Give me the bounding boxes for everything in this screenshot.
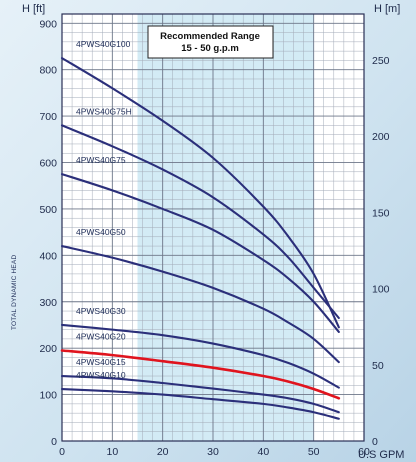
series-label-4pws40g100: 4PWS40G100 [76, 39, 131, 49]
x-tick-label: 10 [106, 446, 118, 458]
series-label-4pws40g75: 4PWS40G75 [76, 155, 126, 165]
series-curve-4pws40g75h [60, 124, 340, 320]
recommended-range-subtitle: 15 - 50 g.p.m [181, 43, 239, 54]
x-tick-label: 50 [308, 446, 320, 458]
y-axis-right-ticks: 0 50 100 150 200 250 [372, 55, 390, 448]
y-tick-label-m: 250 [372, 55, 390, 67]
series-curve-4pws40g100 [60, 57, 340, 329]
plot-frame [61, 13, 365, 442]
y-tick-label-m: 200 [372, 131, 390, 143]
series-curve-4pws40g75 [60, 173, 340, 333]
y-tick-label-ft: 500 [39, 204, 57, 216]
y-tick-label-ft: 300 [39, 297, 57, 309]
y-axis-left-ticks: 0 100 200 300 400 500 600 700 800 900 [39, 18, 57, 448]
y-tick-label-m: 0 [372, 436, 378, 448]
x-tick-label: 30 [207, 446, 219, 458]
y-axis-left-title: H [ft] [22, 3, 45, 15]
y-tick-label-m: 50 [372, 360, 384, 372]
y-axis-side-label: TOTAL DYNAMIC HEAD [11, 255, 18, 330]
y-tick-label-m: 150 [372, 207, 390, 219]
x-tick-label: 0 [59, 446, 65, 458]
x-tick-label: 40 [257, 446, 269, 458]
x-axis-ticks: 0 10 20 30 40 50 60 [59, 446, 370, 458]
series-label-4pws40g15: 4PWS40G15 [76, 357, 126, 367]
series-curves [60, 57, 341, 420]
y-tick-label-ft: 400 [39, 250, 57, 262]
series-curve-4pws40g10 [60, 387, 340, 420]
recommended-range-title: Recommended Range [160, 31, 260, 42]
y-tick-label-ft: 800 [39, 65, 57, 77]
x-tick-label: 20 [157, 446, 169, 458]
y-tick-label-ft: 900 [39, 18, 57, 30]
x-axis-title: U.S GPM [358, 449, 404, 461]
y-tick-label-ft: 0 [51, 436, 57, 448]
y-tick-label-ft: 600 [39, 158, 57, 170]
series-label-4pws40g10: 4PWS40G10 [76, 370, 126, 380]
recommended-range-box: Recommended Range 15 - 50 g.p.m [147, 25, 274, 59]
y-tick-label-ft: 200 [39, 343, 57, 355]
series-label-4pws40g20: 4PWS40G20 [76, 331, 126, 341]
y-tick-label-m: 100 [372, 284, 390, 296]
series-curve-4pws40g50 [60, 245, 340, 364]
series-curve-4pws40g20 [60, 349, 341, 400]
series-label-4pws40g30: 4PWS40G30 [76, 306, 126, 316]
y-tick-label-ft: 700 [39, 111, 57, 123]
y-tick-label-ft: 100 [39, 390, 57, 402]
series-curve-4pws40g30 [60, 323, 340, 389]
x-tick-label: 60 [358, 446, 370, 458]
series-label-4pws40g75h: 4PWS40G75H [76, 106, 132, 116]
series-curve-4pws40g15 [60, 374, 340, 414]
series-labels: 4PWS40G100 4PWS40G75H 4PWS40G75 4PWS40G50 4P… [76, 39, 132, 380]
y-axis-right-title: H [m] [374, 3, 400, 15]
series-label-4pws40g50: 4PWS40G50 [76, 227, 126, 237]
